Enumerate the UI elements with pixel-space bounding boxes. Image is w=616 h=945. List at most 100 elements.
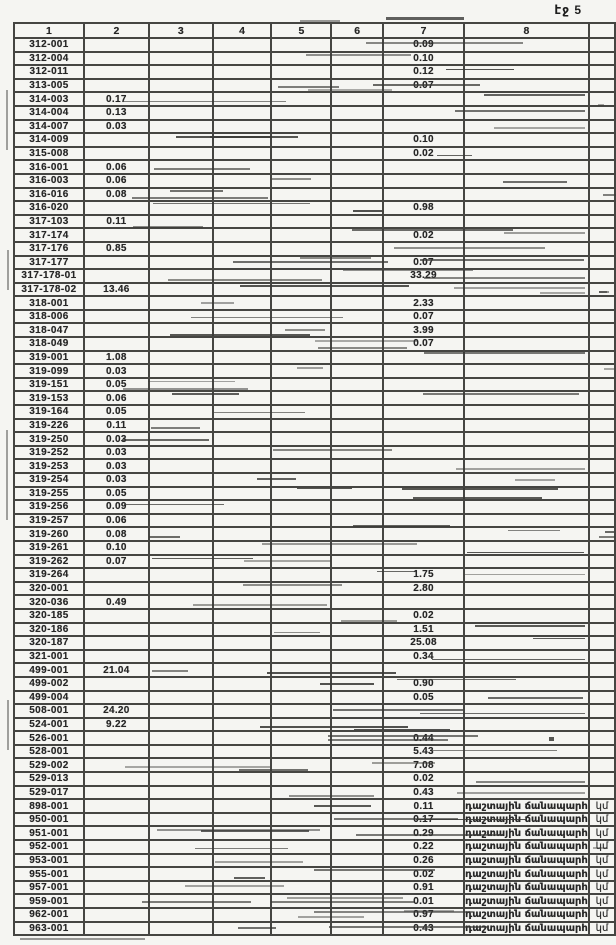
col2-value-cell bbox=[82, 839, 150, 855]
table-row: 320-001 2.80 bbox=[13, 580, 616, 597]
col3-empty-cell bbox=[147, 322, 214, 339]
table-row: 320-187 25.08 bbox=[13, 635, 616, 651]
col3-empty-cell bbox=[147, 159, 214, 175]
col2-value-cell bbox=[82, 295, 150, 311]
col6-empty-cell bbox=[330, 689, 385, 706]
col3-empty-cell bbox=[147, 91, 214, 107]
col3-empty-cell bbox=[147, 145, 214, 162]
col5-empty-cell bbox=[270, 730, 333, 746]
col6-empty-cell bbox=[330, 417, 385, 434]
table-row: 319-099 0.03 bbox=[13, 363, 616, 379]
col5-empty-cell bbox=[270, 132, 333, 148]
col3-empty-cell bbox=[147, 172, 214, 189]
table-row: 319-253 0.03 bbox=[13, 458, 616, 474]
note-cell bbox=[462, 743, 590, 760]
col7-value-cell bbox=[382, 553, 465, 570]
col2-value-cell: 24.20 bbox=[82, 703, 150, 719]
col2-value-cell bbox=[82, 743, 150, 760]
table-row: 319-257 0.06 bbox=[13, 512, 616, 529]
col6-empty-cell bbox=[330, 186, 385, 203]
unit-label bbox=[587, 50, 616, 67]
col2-value-cell bbox=[82, 730, 150, 746]
table-row: 959-001 0.01 դաշտային ճանապարհ կմ bbox=[13, 893, 616, 909]
col4-empty-cell bbox=[211, 336, 273, 352]
table-row: 319-153 0.06 bbox=[13, 390, 616, 407]
code-cell: 319-257 bbox=[13, 512, 85, 529]
col2-value-cell bbox=[82, 893, 150, 909]
col6-empty-cell bbox=[330, 213, 385, 230]
code-cell: 319-153 bbox=[13, 390, 85, 407]
col4-empty-cell bbox=[211, 539, 273, 556]
unit-label bbox=[587, 186, 616, 203]
col3-empty-cell bbox=[147, 77, 214, 94]
table-body: 312-001 0.09 312-004 0.10 312-011 0.12 313-005… bbox=[13, 37, 616, 937]
unit-label bbox=[587, 784, 616, 801]
col4-empty-cell bbox=[211, 689, 273, 706]
col2-value-cell: 0.05 bbox=[82, 376, 150, 393]
col3-empty-cell bbox=[147, 675, 214, 692]
col3-empty-cell bbox=[147, 499, 214, 515]
col2-value-cell bbox=[82, 200, 150, 216]
table-row: 316-001 0.06 bbox=[13, 159, 616, 175]
note-cell: դաշտային ճանապարհ bbox=[462, 879, 590, 896]
col2-value-cell bbox=[82, 771, 150, 787]
code-cell: 317-174 bbox=[13, 227, 85, 243]
col2-value-cell bbox=[82, 607, 150, 624]
col7-value-cell: 0.43 bbox=[382, 784, 465, 801]
col3-empty-cell bbox=[147, 308, 214, 325]
col2-value-cell bbox=[82, 50, 150, 67]
col2-value-cell bbox=[82, 64, 150, 80]
table-row: 312-004 0.10 bbox=[13, 50, 616, 67]
unit-label bbox=[587, 281, 616, 298]
col6-empty-cell bbox=[330, 567, 385, 583]
unit-label bbox=[587, 512, 616, 529]
note-cell bbox=[462, 703, 590, 719]
unit-label bbox=[587, 675, 616, 692]
unit-label bbox=[587, 539, 616, 556]
note-cell bbox=[462, 607, 590, 624]
unit-label bbox=[587, 213, 616, 230]
col2-value-cell bbox=[82, 675, 150, 692]
col6-empty-cell bbox=[330, 281, 385, 298]
col3-empty-cell bbox=[147, 879, 214, 896]
col3-empty-cell bbox=[147, 186, 214, 203]
col6-empty-cell bbox=[330, 322, 385, 339]
code-cell: 499-002 bbox=[13, 675, 85, 692]
col6-empty-cell bbox=[330, 594, 385, 610]
col5-empty-cell bbox=[270, 621, 333, 638]
code-cell: 317-103 bbox=[13, 213, 85, 230]
col3-empty-cell bbox=[147, 254, 214, 271]
col3-empty-cell bbox=[147, 431, 214, 447]
note-cell bbox=[462, 50, 590, 67]
table-row: 314-003 0.17 bbox=[13, 91, 616, 107]
unit-label bbox=[587, 553, 616, 570]
col5-empty-cell bbox=[270, 37, 333, 53]
col7-value-cell: 0.97 bbox=[382, 907, 465, 923]
col5-empty-cell bbox=[270, 390, 333, 407]
col3-empty-cell bbox=[147, 50, 214, 67]
col3-empty-cell bbox=[147, 240, 214, 257]
table-row: 319-256 0.09 bbox=[13, 499, 616, 515]
col7-value-cell: 0.09 bbox=[382, 37, 465, 53]
col2-value-cell: 0.05 bbox=[82, 485, 150, 502]
note-cell bbox=[462, 172, 590, 189]
note-cell bbox=[462, 526, 590, 542]
col3-empty-cell bbox=[147, 594, 214, 610]
col7-value-cell bbox=[382, 213, 465, 230]
column-header-8: 8 bbox=[462, 22, 590, 39]
table-row: 319-260 0.08 bbox=[13, 526, 616, 542]
note-cell bbox=[462, 485, 590, 502]
unit-label bbox=[587, 349, 616, 366]
col2-value-cell: 0.03 bbox=[82, 444, 150, 461]
col4-empty-cell bbox=[211, 159, 273, 175]
unit-label bbox=[587, 458, 616, 474]
code-cell: 317-178-01 bbox=[13, 268, 85, 284]
col7-value-cell bbox=[382, 390, 465, 407]
code-cell: 321-001 bbox=[13, 648, 85, 665]
col2-value-cell: 13.46 bbox=[82, 281, 150, 298]
col6-empty-cell bbox=[330, 118, 385, 135]
col4-empty-cell bbox=[211, 268, 273, 284]
col7-value-cell: 0.12 bbox=[382, 64, 465, 80]
col5-empty-cell bbox=[270, 444, 333, 461]
table-row: 318-047 3.99 bbox=[13, 322, 616, 339]
